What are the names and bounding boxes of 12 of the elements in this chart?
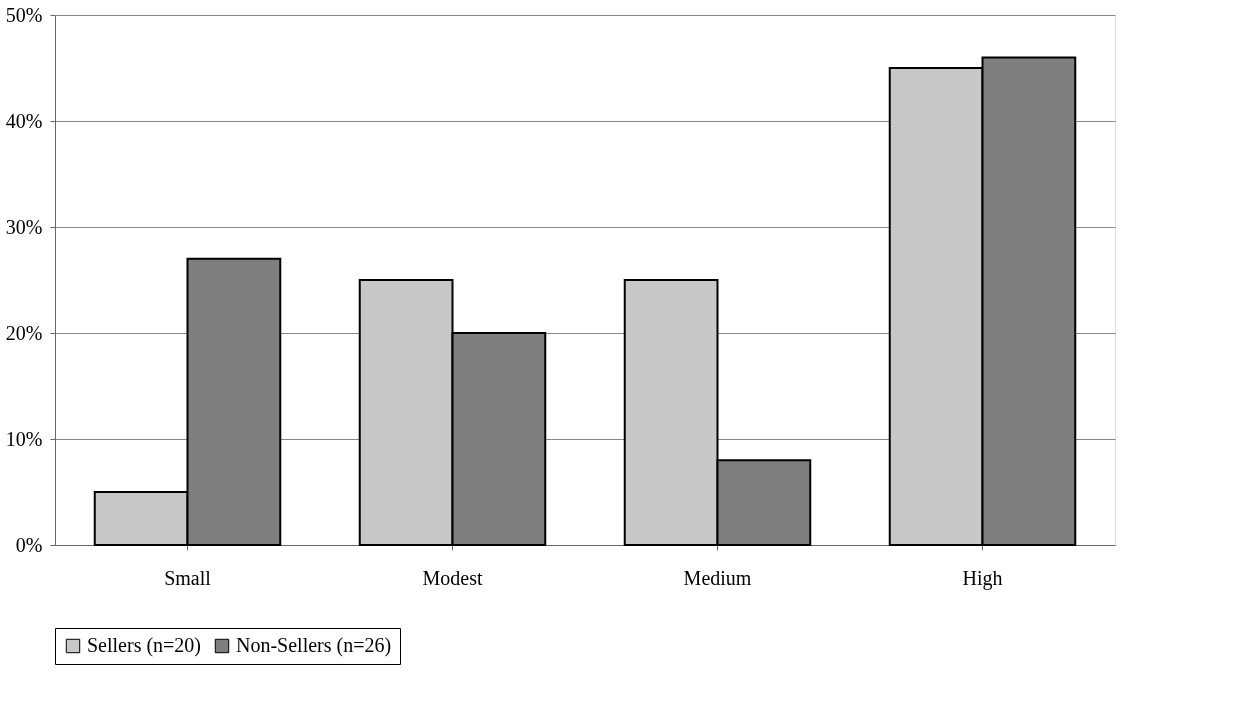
y-tick-label: 50% — [5, 3, 43, 26]
x-tick-label: High — [962, 566, 1003, 590]
y-tick-label: 0% — [15, 533, 43, 556]
legend-label: Non-Sellers (n=26) — [236, 634, 392, 657]
y-tick-label: 30% — [5, 215, 43, 238]
x-tick-label: Small — [164, 566, 212, 589]
x-tick-label: Medium — [683, 566, 752, 589]
x-tick-label: Modest — [422, 566, 483, 589]
y-tick-label: 20% — [5, 321, 43, 344]
legend-label: Sellers (n=20) — [87, 634, 202, 657]
y-tick-label: 40% — [5, 109, 43, 132]
y-tick-label: 10% — [5, 427, 43, 450]
